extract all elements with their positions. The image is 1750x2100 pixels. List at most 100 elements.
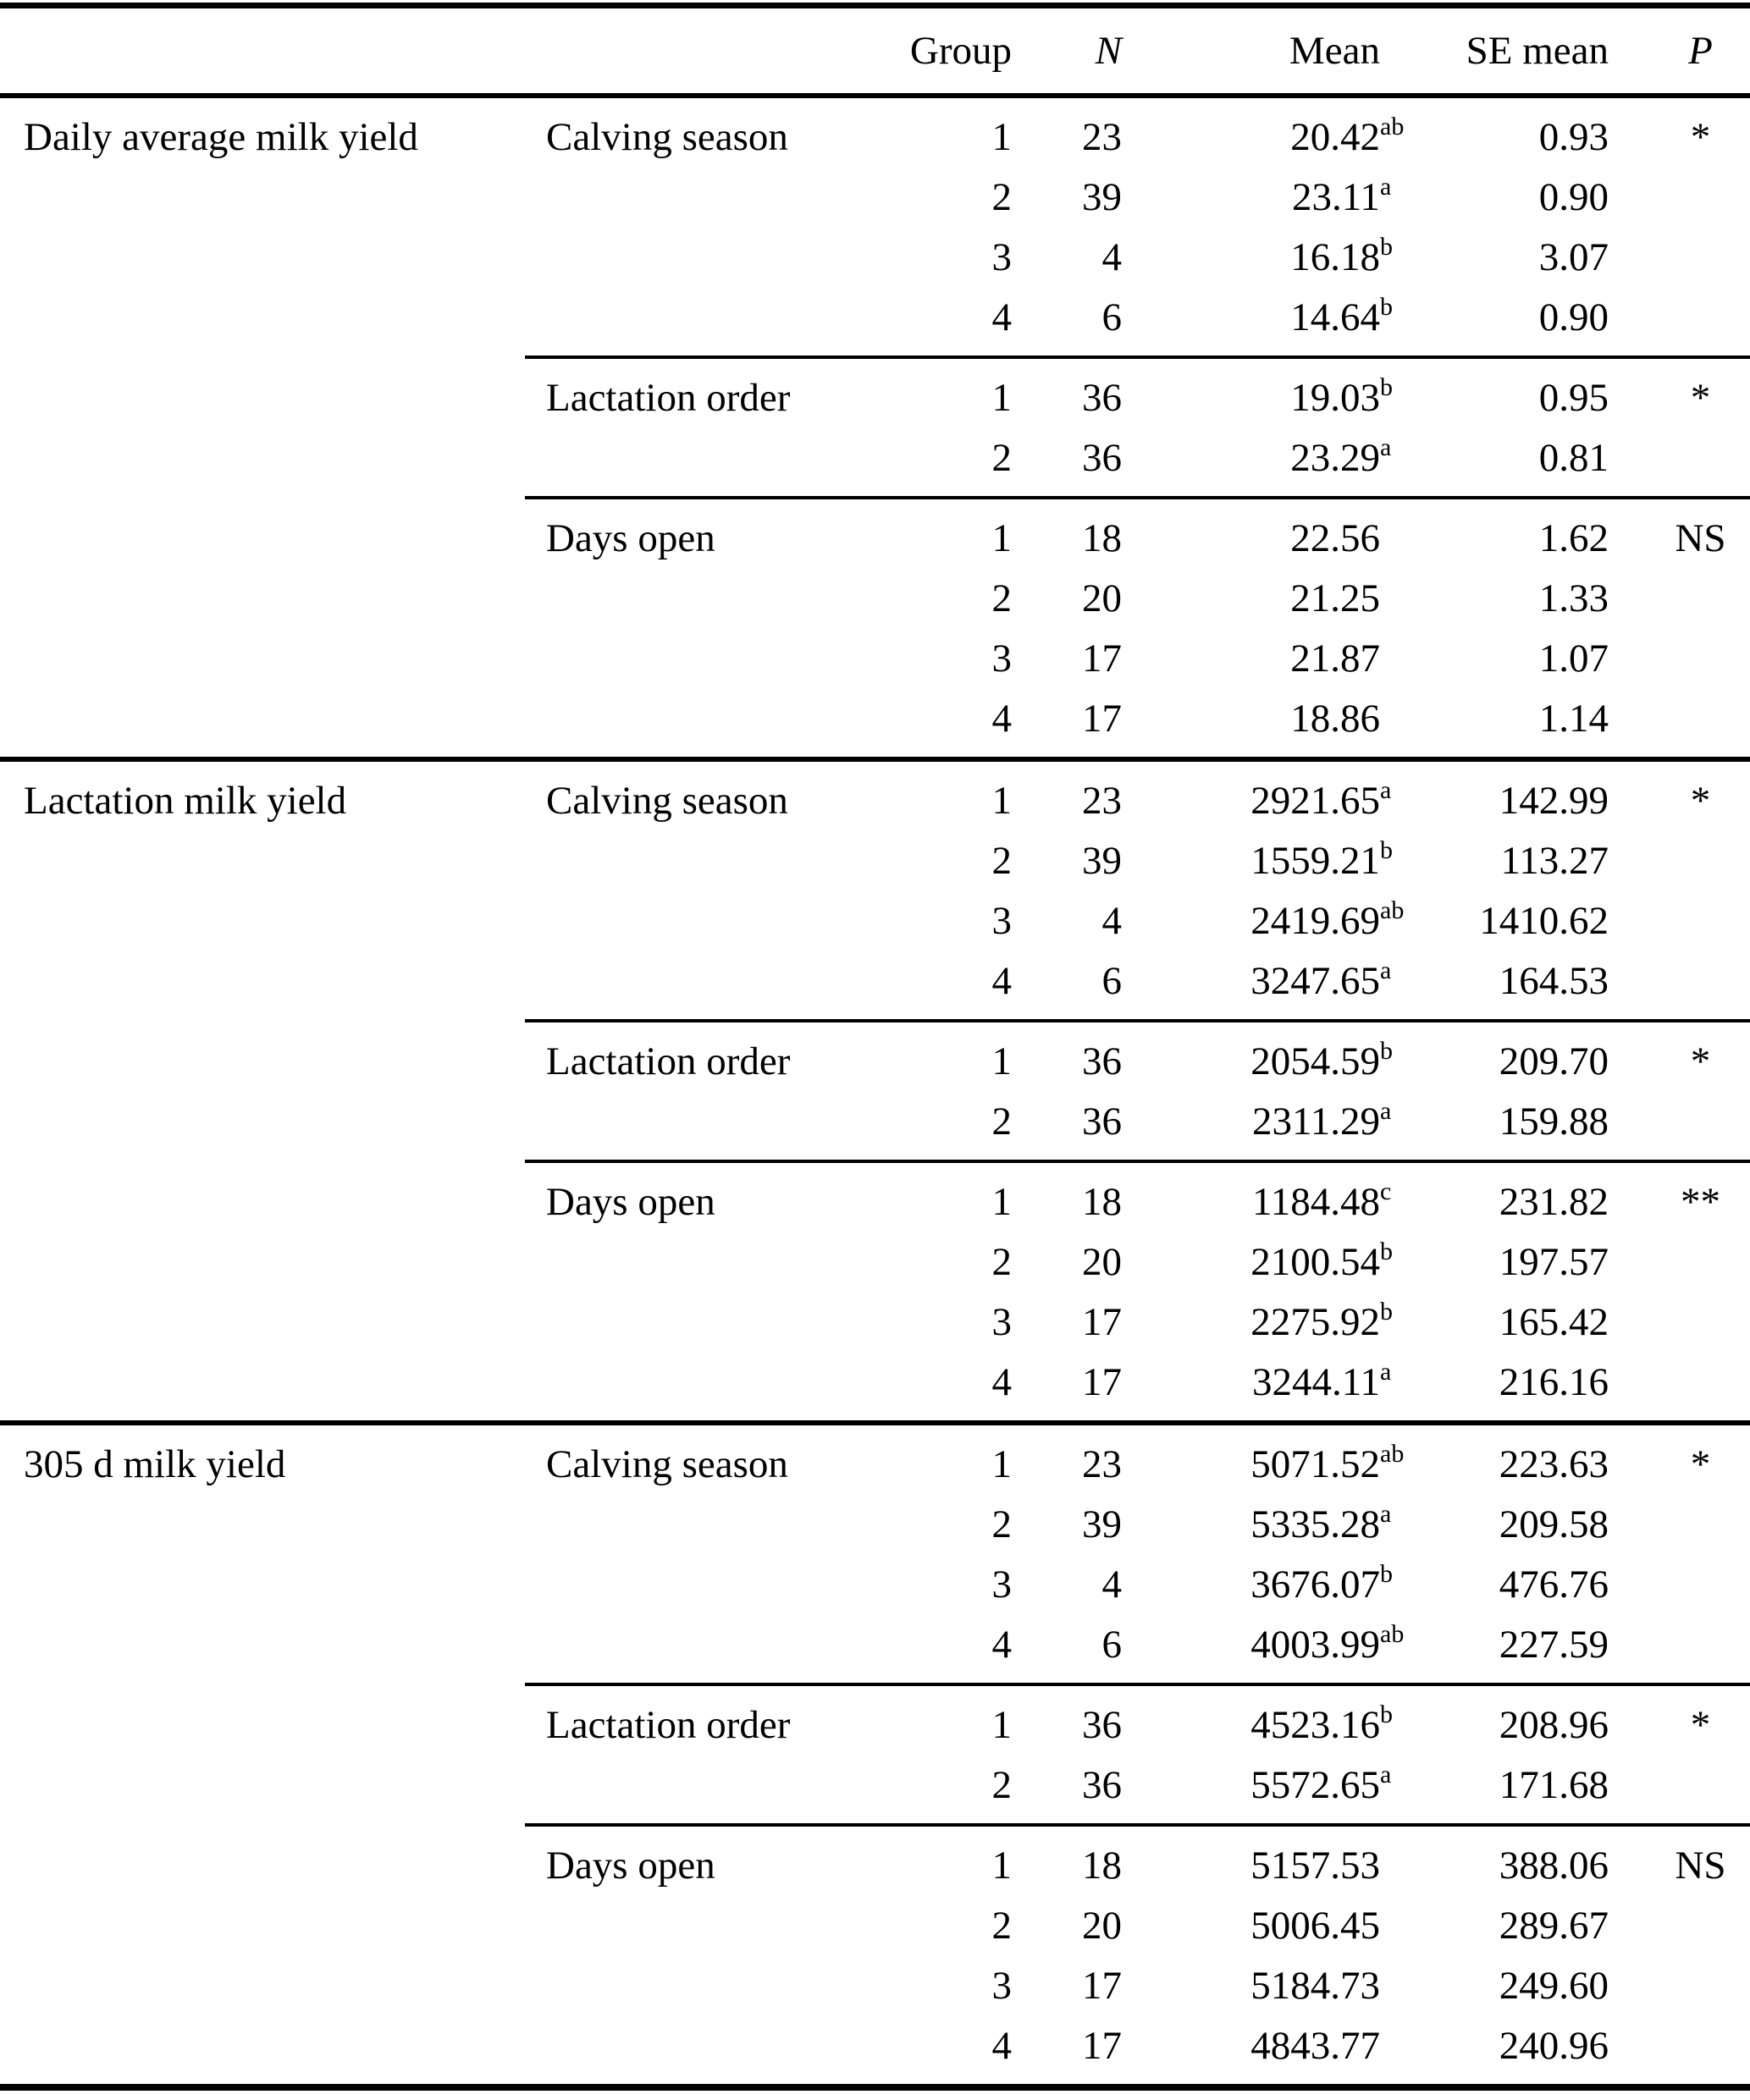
mean-value: 20.42: [1290, 114, 1380, 159]
col-header-measure: [0, 5, 525, 98]
cell-factor: Days open: [525, 1823, 881, 1895]
cell-se-mean: 289.67: [1499, 1903, 1609, 1948]
cell-factor: [525, 951, 881, 1021]
table-row: 3 17 2275.92b 165.42: [0, 1292, 1750, 1352]
mean-value: 5006.45: [1250, 1903, 1380, 1948]
cell-group: 1: [881, 757, 1012, 830]
cell-p: [1651, 1352, 1750, 1423]
cell-n: 39: [1082, 1502, 1122, 1546]
mean-value: 5335.28: [1250, 1502, 1380, 1546]
cell-se-mean: 142.99: [1380, 757, 1651, 830]
cell-se-mean: 197.57: [1499, 1239, 1609, 1284]
cell-n: 23: [1012, 1420, 1122, 1494]
table-row: 2 20 21.25 1.33: [0, 568, 1750, 628]
table-row: 2 36 5572.65a 171.68: [0, 1755, 1750, 1825]
table-row: 3 17 5184.73 249.60: [0, 1955, 1750, 2015]
cell-mean: 3244.11a: [1251, 1357, 1392, 1404]
cell-mean: 4003.99ab: [1250, 1619, 1405, 1667]
cell-n: 17: [1082, 1299, 1122, 1344]
cell-group: 3: [991, 898, 1013, 943]
cell-p: [1651, 1755, 1750, 1825]
table-row: Days open 1 18 22.56 1.62 NS: [0, 496, 1750, 568]
table-row: 2 20 5006.45 289.67: [0, 1895, 1750, 1955]
cell-factor: Lactation order: [525, 1683, 881, 1755]
cell-group: 4: [991, 958, 1013, 1003]
mean-value: 22.56: [1290, 515, 1380, 560]
cell-group: 3: [991, 234, 1013, 279]
cell-measure: [0, 628, 525, 688]
cell-n: 17: [1082, 1963, 1122, 2008]
cell-measure: [0, 568, 525, 628]
col-header-se-mean: SE mean: [1380, 5, 1651, 98]
cell-se-mean: 216.16: [1499, 1359, 1609, 1404]
col-header-p: P: [1651, 5, 1750, 98]
cell-p: [1651, 1895, 1750, 1955]
cell-se-mean: 0.90: [1538, 174, 1609, 219]
cell-mean: 5071.52ab: [1122, 1420, 1404, 1494]
cell-measure: [0, 830, 525, 890]
cell-se-mean: 113.27: [1500, 838, 1609, 883]
cell-measure: [0, 287, 525, 357]
cell-p: [1651, 1614, 1750, 1684]
cell-se-mean: 0.95: [1380, 356, 1651, 427]
cell-factor: [525, 427, 881, 498]
cell-factor: Calving season: [525, 757, 881, 830]
cell-p: [1651, 287, 1750, 357]
cell-mean: 23.11a: [1291, 172, 1392, 219]
cell-group: 4: [991, 1622, 1013, 1667]
cell-mean: 2419.69ab: [1250, 896, 1405, 943]
cell-n: 17: [1082, 2023, 1122, 2068]
cell-n: 4: [1101, 234, 1123, 279]
factor-block: 305 d milk yield Calving season 1 23 507…: [0, 1420, 1750, 1684]
table-row: 2 36 23.29a 0.81: [0, 427, 1750, 498]
cell-n: 36: [1012, 356, 1122, 427]
cell-mean: 2100.54b: [1250, 1237, 1393, 1284]
table-row: 4 17 4843.77 240.96: [0, 2015, 1750, 2087]
cell-p: *: [1651, 1019, 1750, 1091]
cell-n: 18: [1012, 1160, 1122, 1232]
mean-value: 21.25: [1290, 576, 1380, 620]
cell-mean: 18.86: [1122, 688, 1380, 759]
cell-se-mean: 1.14: [1538, 696, 1609, 741]
cell-mean: 4843.77: [1122, 2015, 1380, 2087]
table-row: Daily average milk yield Calving season …: [0, 96, 1750, 167]
cell-group: 2: [991, 838, 1013, 883]
cell-factor: [525, 287, 881, 357]
table-row: 2 39 5335.28a 209.58: [0, 1494, 1750, 1554]
cell-se-mean: 240.96: [1499, 2023, 1609, 2068]
cell-mean: 19.03b: [1122, 356, 1393, 427]
header-row: Group N Mean SE mean P: [0, 5, 1750, 98]
col-header-mean: Mean: [1122, 5, 1380, 98]
cell-factor: [525, 1614, 881, 1684]
table-row: 2 36 2311.29a 159.88: [0, 1091, 1750, 1161]
cell-mean: 5157.53: [1122, 1823, 1380, 1895]
mean-value: 18.86: [1290, 696, 1380, 741]
cell-group: 3: [991, 1963, 1013, 2008]
cell-se-mean: 1.07: [1538, 636, 1609, 681]
cell-n: 4: [1101, 898, 1123, 943]
cell-measure: [0, 1825, 525, 1895]
cell-p: NS: [1651, 496, 1750, 568]
cell-mean: 3676.07b: [1250, 1559, 1393, 1607]
mean-value: 3247.65: [1250, 958, 1380, 1003]
cell-group: 1: [881, 496, 1012, 568]
cell-n: 23: [1012, 757, 1122, 830]
cell-factor: Lactation order: [525, 1019, 881, 1091]
cell-mean: 5006.45: [1122, 1895, 1380, 1955]
cell-measure: 305 d milk yield: [0, 1420, 525, 1494]
cell-se-mean: 171.68: [1499, 1762, 1609, 1807]
table-row: 4 6 3247.65a 164.53: [0, 951, 1750, 1021]
mean-value: 2054.59: [1250, 1039, 1380, 1083]
cell-se-mean: 165.42: [1499, 1299, 1609, 1344]
mean-value: 23.11: [1291, 174, 1380, 219]
table-row: 4 6 14.64b 0.90: [0, 287, 1750, 357]
cell-group: 2: [991, 1903, 1013, 1948]
cell-p: [1651, 1292, 1750, 1352]
cell-measure: [0, 1614, 525, 1684]
cell-factor: [525, 2015, 881, 2087]
cell-mean: 23.29a: [1290, 433, 1392, 480]
cell-n: 36: [1082, 435, 1122, 480]
cell-measure: [0, 167, 525, 227]
mean-value: 1559.21: [1250, 838, 1380, 883]
cell-se-mean: 209.58: [1499, 1502, 1609, 1546]
